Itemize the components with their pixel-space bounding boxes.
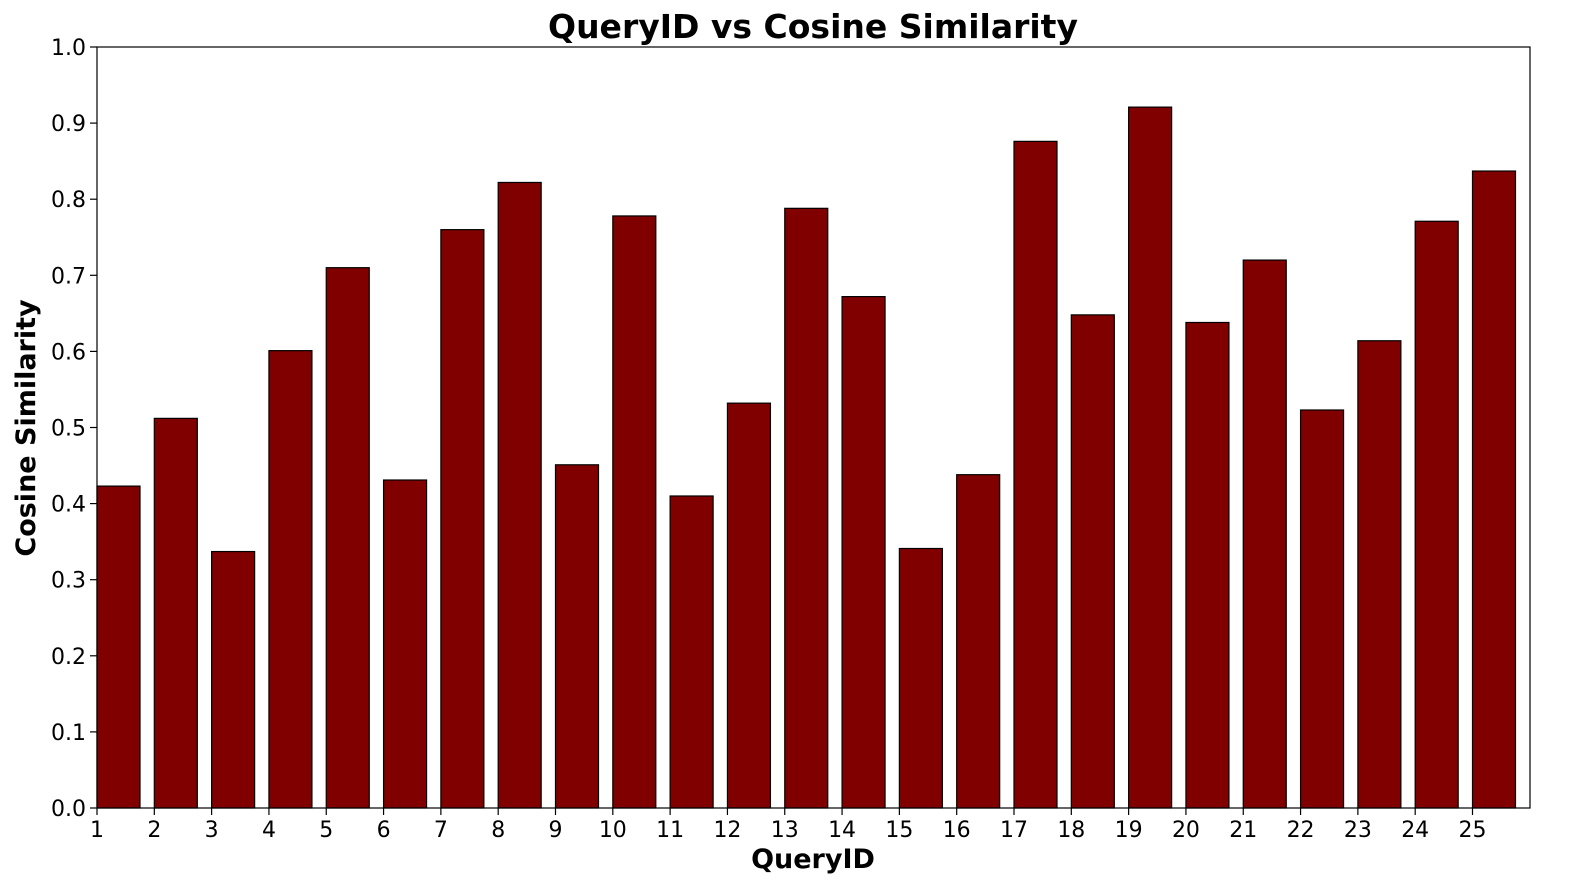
bar-16 (956, 474, 1001, 809)
chart-title: QueryID vs Cosine Similarity (548, 7, 1078, 46)
x-tick-label: 9 (549, 818, 563, 843)
x-axis: 1 2 3 4 5 6 7 8 9 10 11 12 13 14 15 16 17 18 19 20 21 22 23 24 2… (90, 808, 1487, 843)
bar-8 (497, 181, 542, 809)
bar-23 (1357, 340, 1402, 809)
x-tick-label: 20 (1172, 818, 1200, 843)
x-tick-label: 15 (885, 818, 913, 843)
x-axis-label: QueryID (751, 844, 875, 875)
bar-9 (554, 464, 600, 809)
x-tick-label: 12 (713, 818, 741, 843)
bar-15 (898, 547, 943, 809)
x-tick-label: 10 (599, 818, 627, 843)
bar-2 (153, 417, 198, 809)
x-tick-label: 16 (943, 818, 971, 843)
x-tick-label: 11 (656, 818, 684, 843)
bar-11 (669, 495, 714, 809)
y-axis: 0.0 0.1 0.2 0.3 0.4 0.5 0.6 0.7 0.8 0.9 1.0 (51, 36, 97, 822)
bar-21 (1242, 259, 1287, 809)
y-tick-label: 0.5 (51, 417, 86, 442)
y-tick-label: 0.9 (51, 112, 86, 137)
y-tick-label: 0.6 (51, 340, 86, 365)
y-tick-label: 0.4 (51, 493, 86, 518)
x-tick-label: 14 (828, 818, 856, 843)
x-tick-label: 2 (147, 818, 161, 843)
bar-7 (440, 229, 485, 809)
x-tick-label: 23 (1344, 818, 1372, 843)
plot-frame (96, 46, 1531, 809)
y-axis-label: Cosine Similarity (11, 299, 42, 557)
bar-14 (841, 296, 886, 809)
y-tick-label: 0.0 (51, 797, 86, 822)
y-tick-label: 0.2 (51, 645, 86, 670)
y-tick-label: 0.1 (51, 721, 86, 746)
bar-12 (726, 402, 772, 809)
bar-3 (211, 550, 256, 809)
x-tick-label: 1 (90, 818, 104, 843)
bar-10 (612, 215, 657, 809)
bar-25 (1471, 170, 1517, 809)
x-tick-label: 21 (1229, 818, 1257, 843)
x-tick-label: 8 (491, 818, 505, 843)
bar-13 (784, 207, 829, 809)
x-tick-label: 19 (1115, 818, 1143, 843)
bar-22 (1299, 409, 1345, 809)
x-tick-label: 4 (262, 818, 276, 843)
x-tick-label: 3 (205, 818, 219, 843)
y-tick-label: 0.7 (51, 264, 86, 289)
bar-4 (268, 350, 313, 809)
x-tick-label: 22 (1287, 818, 1315, 843)
x-tick-label: 6 (377, 818, 391, 843)
x-tick-label: 7 (434, 818, 448, 843)
bar-20 (1185, 321, 1230, 809)
y-tick-label: 0.8 (51, 188, 86, 213)
x-tick-label: 17 (1000, 818, 1028, 843)
bar-1 (96, 485, 141, 809)
y-tick-label: 1.0 (51, 36, 86, 61)
bar-19 (1128, 106, 1173, 809)
bar-17 (1013, 140, 1058, 809)
bar-6 (382, 479, 428, 809)
x-tick-label: 18 (1057, 818, 1085, 843)
bar-24 (1414, 220, 1459, 809)
x-tick-label: 13 (771, 818, 799, 843)
x-tick-label: 24 (1401, 818, 1429, 843)
bar-18 (1070, 314, 1115, 809)
y-tick-label: 0.3 (51, 569, 86, 594)
bar-5 (325, 267, 370, 809)
x-tick-label: 5 (319, 818, 333, 843)
x-tick-label: 25 (1459, 818, 1487, 843)
bars-group (96, 106, 1517, 809)
